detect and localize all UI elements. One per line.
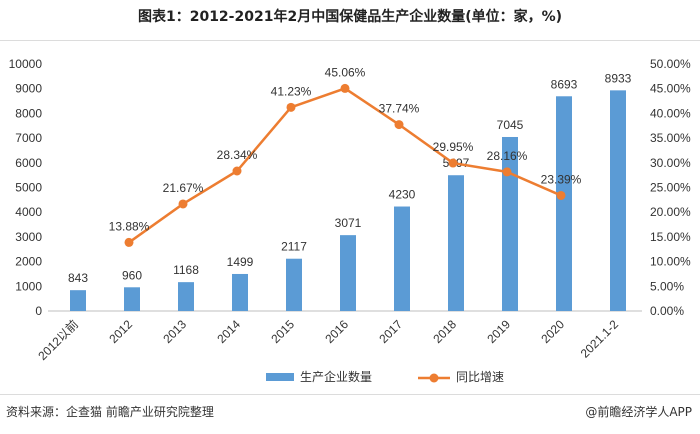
watermark-text: @前瞻经济学人APP [585, 405, 692, 419]
x-tick-label: 2017 [376, 317, 405, 346]
y-right-tick-label: 20.00% [650, 205, 691, 219]
y-right-tick-label: 50.00% [650, 57, 691, 71]
y-right-tick-label: 15.00% [650, 230, 691, 244]
x-tick-label: 2013 [160, 317, 189, 346]
line-point [178, 199, 188, 209]
y-left-tick-label: 4000 [15, 205, 42, 219]
bar-value-label: 843 [68, 271, 88, 285]
bar-value-label: 4230 [389, 188, 416, 202]
bar [70, 290, 86, 311]
bar [556, 96, 572, 311]
line-point [340, 83, 350, 93]
bar-value-label: 1168 [173, 263, 199, 277]
bar-series [70, 90, 626, 312]
x-tick-label: 2014 [214, 317, 243, 346]
bar [394, 206, 410, 311]
line-point [232, 166, 242, 176]
legend-line-marker [429, 373, 439, 383]
legend-bar-label: 生产企业数量 [300, 369, 372, 384]
legend-line-label: 同比增速 [456, 370, 504, 384]
y-left-tick-label: 0 [35, 304, 42, 318]
bar-value-label: 8693 [551, 77, 578, 91]
bar-value-label: 1499 [227, 255, 254, 269]
x-tick-label: 2016 [322, 317, 351, 346]
bar-value-label: 7045 [497, 118, 524, 132]
y-left-tick-label: 7000 [15, 131, 42, 145]
line-value-label: 21.67% [163, 181, 204, 195]
line-labels: 13.88% 21.67% 28.34% 41.23% 45.06% 37.74% 29.9… [109, 65, 582, 233]
bar [178, 282, 194, 311]
bar [340, 235, 356, 311]
bar [286, 258, 302, 311]
line-point [448, 158, 458, 168]
source-note: 资料来源：企查猫 前瞻产业研究院整理 [6, 405, 214, 419]
legend: 生产企业数量 同比增速 [266, 369, 504, 384]
chart-title: 图表1：2012-2021年2月中国保健品生产企业数量(单位：家，%) [137, 9, 563, 25]
bar [124, 287, 140, 311]
bar-value-label: 8933 [605, 71, 632, 85]
y-left-tick-label: 8000 [15, 106, 42, 120]
line-value-label: 41.23% [271, 84, 312, 98]
axes: 0 1000 2000 3000 4000 5000 6000 7000 8000 9000 100… [9, 57, 691, 363]
y-left-tick-label: 1000 [15, 279, 42, 293]
y-right-tick-label: 30.00% [650, 156, 691, 170]
y-right-tick-label: 10.00% [650, 255, 691, 269]
line-point [394, 120, 404, 130]
line-series [124, 83, 566, 247]
bar-labels: 8439601168149921173071423054977045869389… [68, 71, 632, 285]
y-right-tick-label: 5.00% [650, 279, 684, 293]
line-value-label: 28.34% [217, 148, 258, 162]
line-point [286, 102, 296, 112]
y-left-tick-label: 3000 [15, 230, 42, 244]
line-point [556, 190, 566, 200]
x-tick-label: 2015 [268, 317, 297, 346]
line-value-label: 45.06% [325, 65, 366, 79]
y-left-tick-label: 5000 [15, 181, 42, 195]
line-value-label: 23.39% [541, 172, 582, 186]
bar [502, 136, 518, 311]
x-tick-label: 2018 [430, 317, 459, 346]
y-left-tick-label: 6000 [15, 156, 42, 170]
y-right-tick-label: 45.00% [650, 82, 691, 96]
x-tick-label: 2019 [484, 317, 513, 346]
y-left-tick-label: 9000 [15, 82, 42, 96]
line-value-label: 37.74% [379, 102, 420, 116]
line-point [502, 167, 512, 177]
line-value-label: 29.95% [433, 140, 474, 154]
legend-bar-swatch [266, 373, 294, 381]
bar [232, 273, 248, 311]
y-right-tick-label: 40.00% [650, 106, 691, 120]
line-value-label: 28.16% [487, 149, 528, 163]
bar [448, 175, 464, 311]
y-left-tick-label: 2000 [15, 255, 42, 269]
line-point [124, 237, 134, 247]
x-tick-label: 2020 [538, 317, 567, 346]
line-value-label: 13.88% [109, 219, 150, 233]
bar [610, 90, 626, 312]
x-tick-label: 2012以前 [35, 317, 81, 363]
bar-value-label: 3071 [335, 216, 362, 230]
y-right-tick-label: 25.00% [650, 181, 691, 195]
x-tick-label: 2012 [106, 317, 135, 346]
y-left-tick-label: 10000 [9, 57, 43, 71]
bar-value-label: 2117 [281, 240, 307, 254]
y-right-tick-label: 35.00% [650, 131, 691, 145]
x-tick-label: 2021.1-2 [578, 317, 622, 361]
bar-value-label: 960 [122, 268, 142, 282]
chart-frame [0, 40, 700, 395]
y-right-tick-label: 0.00% [650, 304, 684, 318]
